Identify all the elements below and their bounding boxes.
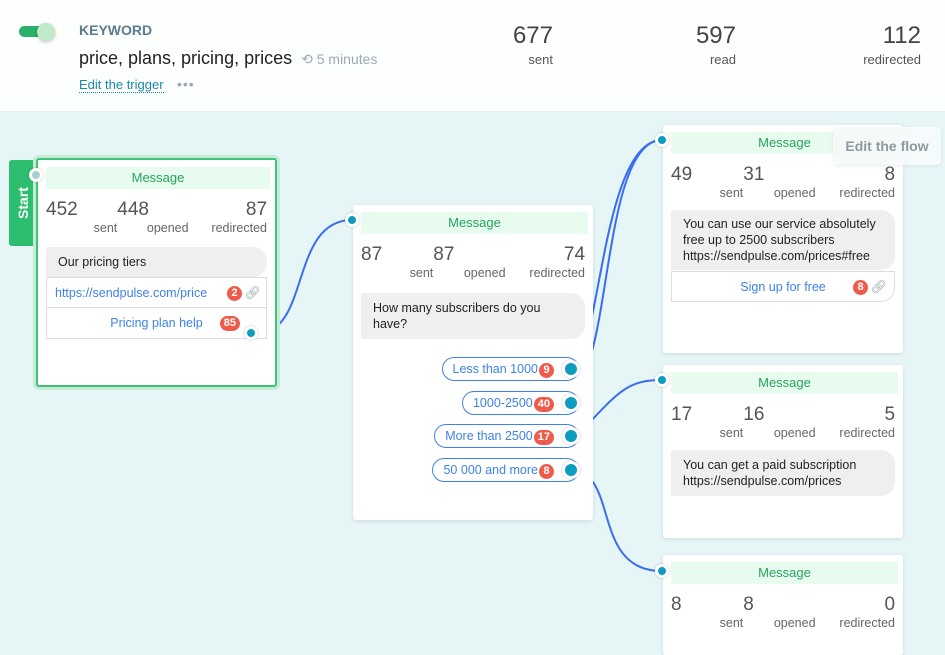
message-text: How many subscribers do you have? (361, 293, 585, 339)
input-port[interactable] (655, 564, 669, 578)
delay-text: 5 minutes (316, 51, 378, 67)
keywords-text: price, plans, pricing, prices (79, 48, 293, 68)
stat-sent: 677 sent (512, 22, 553, 67)
node-title: Message (671, 372, 898, 394)
node-stats: 87 sent 87 opened 74 redirected (361, 244, 586, 280)
input-port[interactable] (29, 168, 43, 182)
node-stats: 49 sent 31 opened 8 redirected (671, 164, 896, 200)
click-count-badge: 2 (227, 286, 242, 301)
node-stats: 17 sent 16 opened 5 redirected (671, 404, 896, 440)
trigger-type-label: KEYWORD (79, 22, 153, 38)
trigger-keywords: price, plans, pricing, prices ⟲ 5 minute… (79, 48, 377, 69)
click-count-badge: 85 (219, 316, 240, 331)
node-title: Message (46, 167, 270, 189)
flow-toggle[interactable] (19, 23, 55, 41)
node-title: Message (361, 212, 588, 234)
quick-reply[interactable]: Less than 1000 9 (441, 357, 580, 381)
stat-redirected: 112 redirected (863, 22, 921, 67)
node-stats: 8 sent 8 opened 0 redirected (671, 594, 896, 630)
node-title: Message (671, 562, 898, 584)
more-options-icon[interactable]: ••• (177, 76, 195, 92)
url-button[interactable]: Sign up for free 8 🔗︎ (671, 271, 895, 302)
quick-reply[interactable]: 50 000 and more 8 (432, 458, 580, 482)
flow-button[interactable]: Pricing plan help 85 (46, 308, 267, 339)
edit-flow-button[interactable]: Edit the flow (833, 127, 941, 165)
output-port[interactable] (562, 360, 580, 378)
output-port[interactable] (562, 394, 580, 412)
output-port[interactable] (244, 326, 258, 340)
link-icon: 🔗︎ (870, 279, 887, 294)
link-icon: 🔗︎ (244, 285, 261, 300)
message-text: You can get a paid subscription https://… (671, 450, 895, 496)
url-button[interactable]: https://sendpulse.com/price 2 🔗︎ (46, 277, 267, 308)
output-port[interactable] (562, 461, 580, 479)
message-text: You can use our service absolutely free … (671, 210, 895, 270)
quick-reply[interactable]: 1000-2500 40 (461, 391, 580, 415)
quick-reply[interactable]: More than 2500 17 (434, 424, 580, 448)
edit-trigger-link[interactable]: Edit the trigger (79, 77, 164, 93)
node-stats: 452 sent 448 opened 87 redirected (46, 199, 268, 235)
input-port[interactable] (655, 373, 669, 387)
flow-header: KEYWORD price, plans, pricing, prices ⟲ … (0, 0, 945, 112)
input-port[interactable] (655, 133, 669, 147)
message-node[interactable]: Message 452 sent 448 opened 87 redirected O… (36, 158, 277, 387)
input-port[interactable] (345, 213, 359, 227)
stat-read: 597 read (695, 22, 736, 67)
message-text: Our pricing tiers (46, 247, 267, 277)
click-count-badge: 8 (853, 280, 868, 295)
history-icon: ⟲ (301, 51, 313, 67)
connector (589, 379, 663, 423)
message-node[interactable]: Message 17 sent 16 opened 5 redirected You … (663, 365, 903, 538)
message-node[interactable]: Message 8 sent 8 opened 0 redirected (663, 555, 903, 655)
output-port[interactable] (562, 427, 580, 445)
